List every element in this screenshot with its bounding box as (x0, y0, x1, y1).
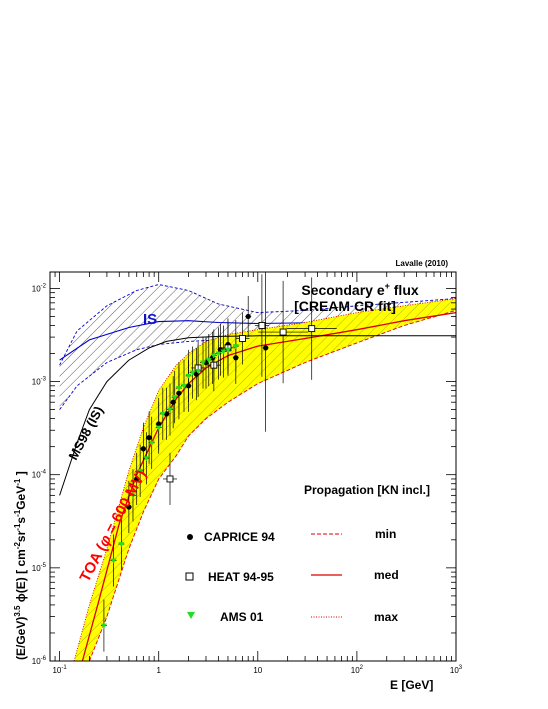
ams-point (166, 407, 173, 413)
heat-point (239, 335, 246, 342)
legend-caprice-marker (187, 534, 193, 540)
ams-point (137, 468, 144, 474)
ams-point (181, 383, 188, 389)
legend-min-label: min (375, 527, 396, 541)
svg-text:(E/GeV)3.5 ϕ(E) [ cm-2sr-1s-1: (E/GeV)3.5 ϕ(E) [ cm-2sr-1s-1GeV-1 ] (13, 471, 28, 660)
is-label: IS (143, 311, 157, 328)
ams-point (215, 351, 222, 357)
ams-point (220, 349, 227, 355)
chart-subtitle: [CREAM CR fit] (294, 298, 396, 314)
toa-band-hatch (74, 298, 456, 661)
legend-ams-marker (187, 612, 195, 619)
caprice-point (126, 504, 132, 510)
is-upper-curve (59, 284, 456, 366)
y-tick-label: 10-4 (32, 470, 47, 480)
legend-heat-marker (185, 572, 194, 581)
credit-label: Lavalle (2010) (396, 259, 449, 268)
x-axis-title: E [GeV] (390, 678, 433, 692)
y-tick-label: 10-2 (32, 283, 47, 293)
ams-point (155, 425, 162, 431)
heat-point (166, 475, 174, 483)
x-tick-label: 1 (156, 666, 161, 675)
ams-point (143, 456, 150, 462)
y-axis-title: (E/GeV)3.5 ϕ(E) [ cm-2sr-1s-1GeV-1 ] (13, 471, 28, 660)
heat-point (308, 325, 316, 333)
caprice-point (140, 446, 146, 452)
ams-point (185, 373, 192, 379)
x-tick-label: 10 (253, 666, 262, 675)
caprice-point (134, 476, 140, 482)
legend-max-label: max (374, 610, 398, 624)
ms98-label: MS98 (IS) (65, 404, 106, 463)
legend-ams-label: AMS 01 (220, 610, 264, 624)
toa-min-curve (88, 309, 456, 661)
y-tick-label: 10-5 (32, 563, 47, 573)
y-tick-label: 10-6 (32, 656, 47, 666)
ams-point (110, 558, 117, 564)
legend-propagation-title: Propagation [KN incl.] (304, 483, 430, 497)
ams-point (129, 493, 136, 499)
y-tick-label: 10-3 (32, 377, 47, 387)
ams-point (224, 347, 231, 353)
ams-point (171, 395, 178, 401)
caprice-point (263, 345, 269, 351)
ams-point (232, 344, 239, 350)
ams-point (159, 411, 166, 417)
ams-point (210, 353, 217, 359)
ams-point (189, 370, 196, 376)
ams-point (100, 623, 107, 629)
heat-point (258, 322, 266, 329)
legend-med-label: med (374, 568, 399, 582)
ams-point (200, 360, 207, 366)
ams-point (148, 440, 155, 446)
chart-title: Secondary e+ flux (301, 281, 419, 298)
ams-point (205, 358, 212, 364)
legend-heat-label: HEAT 94-95 (208, 570, 274, 584)
ams-point (118, 542, 125, 548)
x-tick-label: 102 (351, 665, 364, 675)
legend-caprice-label: CAPRICE 94 (204, 530, 275, 544)
x-tick-label: 103 (450, 665, 463, 675)
caprice-point (245, 313, 251, 320)
ms98-curve (59, 335, 456, 496)
heat-point (279, 328, 287, 336)
ams-point (175, 386, 182, 392)
x-tick-label: 10-1 (52, 665, 67, 675)
caprice-point (146, 435, 152, 441)
ams-point (195, 368, 202, 374)
